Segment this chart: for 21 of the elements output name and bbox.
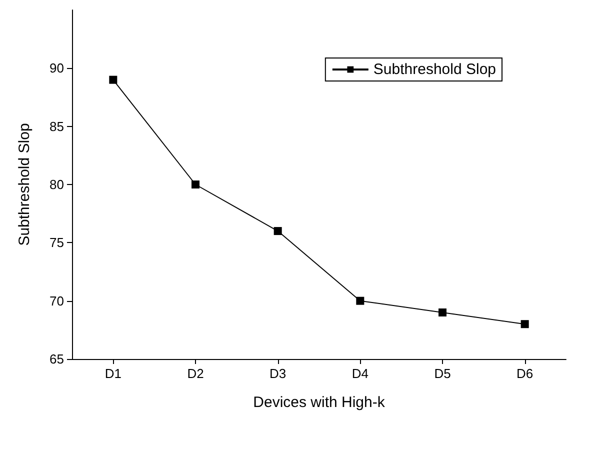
x-tick-label: D2 (187, 366, 204, 381)
y-tick-label: 90 (50, 60, 64, 76)
y-tick-label: 85 (50, 118, 64, 134)
point (274, 227, 282, 236)
x-tick-label: D6 (516, 366, 534, 381)
x-axis-title: Devices with High-k (253, 394, 386, 411)
x-tick-label: D4 (352, 366, 368, 381)
point (520, 320, 529, 328)
y-tick-label: 80 (50, 177, 64, 192)
y-tick-label: 65 (50, 352, 64, 366)
x-tick-label: D3 (270, 366, 286, 381)
point (356, 296, 364, 305)
point (109, 76, 118, 84)
legend-label: Subthreshold Slop (373, 61, 496, 78)
y-axis-title: Subthreshold Slop (16, 123, 33, 246)
point (438, 308, 446, 316)
x-tick-label: D5 (434, 366, 451, 381)
y-tick-label: 75 (50, 235, 64, 250)
x-tick-label: D1 (104, 366, 122, 381)
y-tick-label: 70 (50, 293, 64, 308)
point (192, 180, 200, 188)
